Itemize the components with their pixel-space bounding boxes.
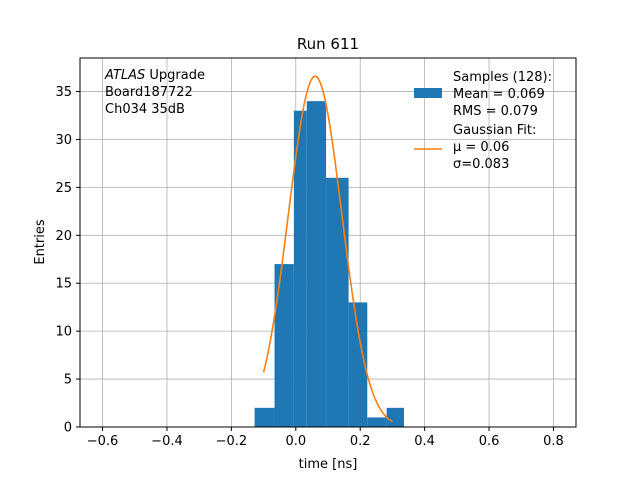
histogram-bar bbox=[386, 407, 405, 427]
histogram-bar bbox=[293, 110, 307, 427]
legend-swatch-samples bbox=[414, 88, 442, 98]
histogram-bar bbox=[274, 264, 294, 427]
histogram-bar bbox=[348, 302, 368, 427]
histogram-bar bbox=[306, 101, 327, 427]
y-tick-label: 30 bbox=[55, 133, 72, 148]
histogram-bars bbox=[254, 101, 405, 427]
x-tick-label: −0.4 bbox=[151, 434, 183, 449]
y-tick-label: 35 bbox=[55, 85, 72, 100]
x-tick-label: −0.6 bbox=[87, 434, 119, 449]
x-tick-label: 0.8 bbox=[543, 434, 564, 449]
annotation-text: ATLAS Upgrade Board187722 Ch034 35dB bbox=[104, 68, 205, 117]
legend-text: μ = 0.06 bbox=[453, 140, 509, 155]
x-axis-ticks: −0.6 −0.4 −0.2 0.0 0.2 0.4 0.6 0.8 bbox=[87, 427, 564, 449]
x-tick-label: 0.0 bbox=[285, 434, 306, 449]
x-axis-label: time [ns] bbox=[299, 457, 358, 472]
annotation-line: ATLAS Upgrade bbox=[104, 68, 205, 83]
legend-text: RMS = 0.079 bbox=[453, 104, 538, 119]
legend-text: Mean = 0.069 bbox=[453, 87, 545, 102]
axes-frame bbox=[79, 57, 577, 428]
y-axis-ticks: 0 5 10 15 20 25 30 35 bbox=[55, 85, 80, 436]
histogram-bar bbox=[367, 417, 387, 427]
gaussian-fit bbox=[262, 75, 393, 423]
x-tick-label: 0.6 bbox=[479, 434, 500, 449]
y-tick-label: 15 bbox=[55, 277, 72, 292]
y-tick-label: 0 bbox=[64, 421, 72, 436]
x-tick-label: 0.4 bbox=[414, 434, 435, 449]
x-tick-label: −0.2 bbox=[216, 434, 248, 449]
fit-curve bbox=[262, 75, 393, 423]
legend: Samples (128): Mean = 0.069 RMS = 0.079 G… bbox=[414, 70, 552, 172]
annotation-line: Ch034 35dB bbox=[105, 102, 185, 117]
histogram-bar bbox=[254, 407, 275, 427]
histogram-bar bbox=[326, 177, 349, 427]
x-tick-label: 0.2 bbox=[350, 434, 371, 449]
y-tick-label: 5 bbox=[64, 373, 72, 388]
legend-text: Gaussian Fit: bbox=[453, 123, 536, 138]
y-tick-label: 20 bbox=[55, 229, 72, 244]
chart-title: Run 611 bbox=[297, 35, 359, 53]
annotation-line: Board187722 bbox=[105, 85, 193, 100]
legend-text: Samples (128): bbox=[453, 70, 552, 85]
y-tick-label: 25 bbox=[55, 181, 72, 196]
y-tick-label: 10 bbox=[55, 325, 72, 340]
legend-text: σ=0.083 bbox=[453, 157, 509, 172]
y-axis-label: Entries bbox=[33, 219, 48, 265]
